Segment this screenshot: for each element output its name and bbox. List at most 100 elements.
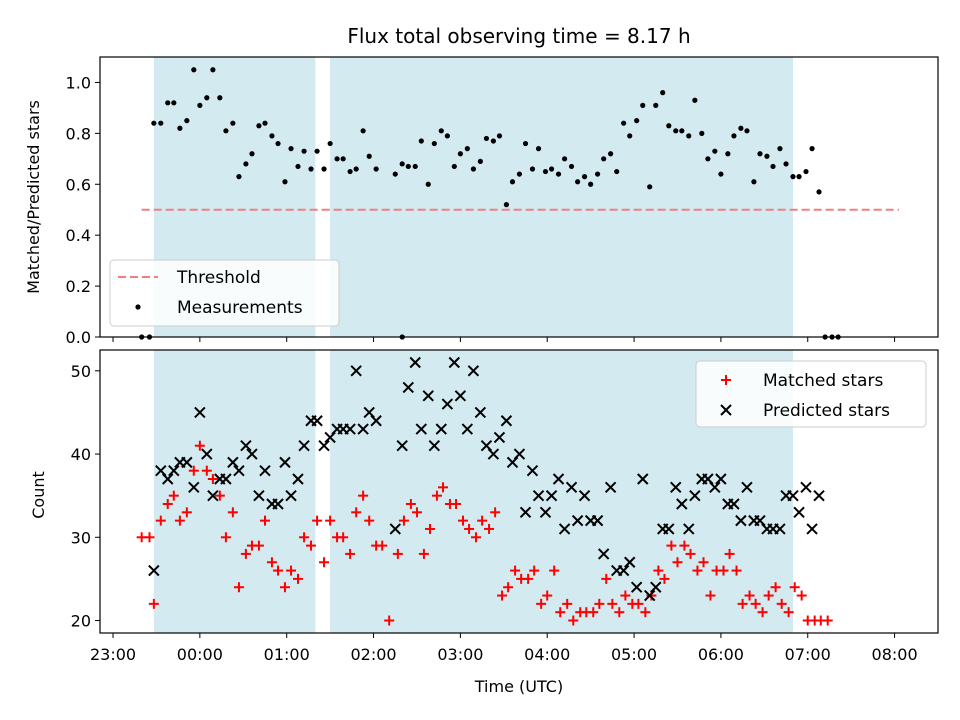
- predicted-star-mark: [545, 489, 558, 502]
- matched-star-point: [562, 598, 573, 609]
- predicted-star-mark: [272, 498, 284, 510]
- matched-star-point: [201, 465, 212, 476]
- predicted-star-mark: [474, 406, 487, 419]
- matched-star-point: [325, 515, 336, 526]
- predicted-star-point: [428, 440, 441, 452]
- matched-star-point: [345, 548, 356, 559]
- measurement-point: [236, 174, 242, 180]
- predicted-star-point: [709, 481, 721, 494]
- predicted-star-mark: [422, 390, 434, 402]
- measurement-point: [425, 181, 431, 187]
- measurement-point: [171, 100, 177, 106]
- predicted-star-mark: [500, 415, 513, 427]
- bottom-y-tick-label: 20: [71, 612, 91, 631]
- predicted-star-mark: [793, 506, 805, 519]
- predicted-star-mark: [519, 506, 532, 519]
- predicted-star-mark: [650, 581, 662, 593]
- top-y-tick-label: 1.0: [66, 73, 91, 92]
- matched-star-point: [679, 540, 690, 551]
- predicted-star-mark: [428, 440, 441, 452]
- matched-star-point: [744, 590, 755, 601]
- predicted-star-mark: [285, 489, 297, 502]
- bottom-axes-frame: [99, 349, 939, 634]
- predicted-star-mark: [370, 415, 382, 427]
- matched-star-point: [306, 540, 317, 551]
- measurement-point: [640, 102, 646, 108]
- bottom-y-tick-label: 50: [71, 362, 91, 381]
- measurement-point: [757, 151, 763, 157]
- top-y-tick-label: 0.0: [66, 328, 91, 347]
- measurement-point: [262, 120, 268, 126]
- predicted-star-point: [565, 481, 578, 494]
- top-y-tick-label: 0.6: [66, 175, 91, 194]
- legend-predicted-label: Predicted stars: [763, 401, 890, 421]
- measurement-point: [490, 138, 496, 144]
- predicted-star-mark: [565, 481, 578, 494]
- measurement-point: [321, 166, 327, 172]
- predicted-star-point: [181, 456, 193, 469]
- predicted-star-point: [487, 448, 500, 460]
- x-tick-label: 01:00: [264, 645, 310, 664]
- predicted-star-mark: [298, 440, 310, 452]
- predicted-star-point: [272, 498, 284, 510]
- predicted-star-point: [318, 440, 330, 452]
- measurement-point: [477, 158, 483, 164]
- predicted-star-point: [350, 365, 362, 377]
- predicted-star-mark: [227, 456, 239, 469]
- matched-star-point: [750, 598, 761, 609]
- predicted-star-point: [344, 423, 356, 435]
- measurement-point: [412, 163, 418, 170]
- measurement-point: [777, 146, 783, 152]
- measurement-point: [522, 140, 529, 147]
- predicted-star-mark: [259, 464, 271, 477]
- bottom-shaded-interval-0: [153, 350, 316, 633]
- predicted-star-mark: [344, 423, 356, 435]
- matched-star-point: [464, 523, 475, 534]
- measurement-point: [529, 166, 536, 172]
- matched-star-point: [253, 540, 264, 551]
- predicted-star-point: [793, 506, 805, 519]
- measurement-point: [288, 146, 294, 152]
- matched-star-point: [737, 598, 748, 609]
- predicted-star-point: [201, 448, 213, 460]
- predicted-star-mark: [754, 514, 766, 527]
- x-tick-label: 08:00: [872, 645, 918, 664]
- measurement-point: [503, 202, 510, 208]
- top-legend-box: [109, 259, 340, 327]
- matched-star-point: [411, 507, 422, 518]
- measurement-point: [764, 153, 770, 159]
- measurement-point: [470, 166, 477, 172]
- predicted-star-point: [637, 473, 649, 485]
- bottom-legend: Matched stars Predicted stars: [695, 360, 927, 428]
- predicted-star-point: [240, 440, 252, 452]
- predicted-star-mark: [396, 440, 408, 452]
- predicted-star-mark: [539, 506, 552, 519]
- matched-star-point: [286, 565, 297, 576]
- matched-star-point: [358, 490, 369, 501]
- matched-star-point: [273, 565, 284, 576]
- predicted-star-point: [650, 581, 662, 593]
- predicted-star-point: [461, 423, 474, 435]
- measurement-point: [301, 148, 307, 154]
- measurement-point: [295, 163, 301, 170]
- top-y-tick-label: 0.4: [66, 226, 91, 245]
- predicted-star-mark: [233, 464, 245, 477]
- matched-star-point: [653, 565, 664, 576]
- predicted-star-mark: [643, 589, 656, 602]
- legend-measurements-label: Measurements: [177, 298, 303, 318]
- predicted-star-mark: [670, 481, 682, 494]
- predicted-star-mark: [148, 564, 160, 577]
- measurement-point: [796, 174, 802, 180]
- matched-star-point: [471, 532, 482, 543]
- predicted-star-point: [285, 489, 297, 502]
- predicted-star-mark: [201, 448, 213, 460]
- matched-star-point: [319, 557, 330, 568]
- measurement-point: [431, 140, 437, 147]
- matched-star-point: [692, 565, 703, 576]
- top-y-tick-label: 0.2: [66, 277, 91, 296]
- predicted-star-mark: [604, 481, 617, 494]
- matched-star-point: [776, 598, 787, 609]
- predicted-star-mark: [311, 415, 323, 427]
- predicted-star-mark: [155, 464, 167, 477]
- bottom-legend-box: [695, 360, 927, 428]
